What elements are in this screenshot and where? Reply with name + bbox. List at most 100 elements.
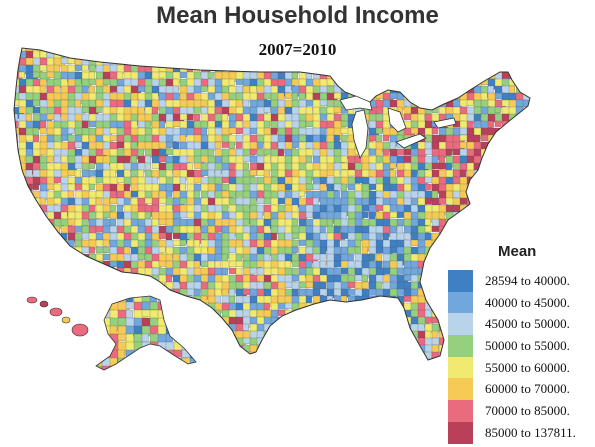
county-cell: [319, 183, 327, 191]
county-cell: [473, 57, 481, 68]
county-cell: [333, 344, 345, 355]
county-cell: [333, 169, 341, 179]
county-cell: [263, 71, 272, 81]
county-cell: [326, 50, 338, 58]
county-cell: [39, 148, 48, 156]
county-cell: [74, 50, 84, 58]
county-cell: [46, 323, 59, 333]
county-cell: [81, 309, 93, 320]
county-cell: [480, 239, 490, 252]
county-cell: [32, 337, 39, 346]
county-cell: [459, 141, 468, 149]
county-cell: [515, 218, 524, 231]
county-cell: [193, 246, 203, 254]
county-cell: [361, 330, 370, 339]
county-cell: [14, 330, 19, 343]
county-cell: [515, 169, 523, 179]
county-cell: [333, 246, 342, 254]
county-cell: [382, 351, 391, 359]
county-cell: [25, 197, 35, 207]
legend-swatch: [448, 270, 473, 292]
county-cell: [81, 183, 91, 191]
county-cell: [326, 351, 337, 360]
county-cell: [39, 239, 51, 252]
county-cell: [529, 225, 530, 235]
county-cell: [242, 162, 249, 170]
county-cell: [46, 127, 55, 135]
county-cell: [60, 358, 68, 360]
county-cell: [403, 155, 412, 163]
county-cell: [396, 85, 408, 93]
county-cell: [200, 120, 208, 129]
county-cell: [109, 274, 121, 285]
county-cell: [375, 309, 386, 320]
county-cell: [200, 358, 212, 360]
county-cell: [25, 218, 38, 230]
county-cell: [14, 302, 19, 311]
county-cell: [494, 162, 504, 173]
county-cell: [172, 120, 181, 128]
county-cell: [14, 155, 21, 168]
county-cell: [452, 218, 463, 229]
county-cell: [291, 351, 303, 359]
county-cell: [186, 155, 195, 163]
county-cell: [214, 50, 227, 58]
alaska-outline: [95, 295, 197, 371]
county-cell: [102, 50, 111, 60]
county-cell: [361, 85, 374, 94]
county-cell: [326, 330, 335, 338]
county-cell: [438, 225, 447, 237]
county-cell: [515, 113, 522, 126]
legend-label: 50000 to 55000.: [485, 337, 570, 353]
county-cell: [326, 85, 335, 94]
county-cell: [501, 48, 508, 51]
county-cell: [333, 57, 341, 66]
county-cell: [149, 357, 164, 368]
county-cell: [95, 288, 104, 299]
county-cell: [60, 330, 70, 338]
county-cell: [501, 169, 511, 181]
county-cell: [67, 358, 80, 360]
county-cell: [291, 281, 300, 290]
county-cell: [529, 148, 530, 157]
county-cell: [25, 211, 35, 219]
county-cell: [67, 134, 75, 143]
county-cell: [480, 246, 492, 253]
county-cell: [347, 267, 355, 275]
county-cell: [473, 176, 481, 189]
county-cell: [95, 113, 104, 122]
county-cell: [347, 64, 357, 77]
county-cell: [165, 357, 177, 367]
county-cell: [60, 274, 73, 286]
county-cell: [368, 85, 378, 93]
county-cell: [249, 267, 257, 275]
county-cell: [270, 351, 277, 359]
county-cell: [305, 50, 316, 62]
county-cell: [354, 316, 363, 328]
county-cell: [46, 288, 54, 296]
county-cell: [235, 57, 249, 64]
county-cell: [39, 225, 48, 237]
map-title: Mean Household Income: [156, 2, 439, 29]
county-cell: [200, 323, 213, 335]
county-cell: [207, 71, 215, 79]
county-cell: [88, 351, 99, 360]
county-cell: [508, 141, 518, 148]
county-cell: [494, 225, 507, 233]
county-cell: [39, 253, 49, 265]
county-cell: [263, 106, 271, 113]
county-cell: [60, 253, 71, 265]
county-cell: [396, 48, 405, 56]
county-cell: [95, 106, 103, 113]
county-cell: [487, 162, 497, 175]
county-cell: [123, 48, 136, 51]
county-cell: [18, 281, 29, 292]
county-cell: [319, 302, 330, 312]
county-cell: [487, 64, 498, 76]
county-cell: [431, 358, 442, 360]
county-cell: [137, 50, 150, 60]
county-cell: [14, 239, 20, 249]
county-cell: [249, 148, 257, 155]
county-cell: [46, 330, 59, 338]
county-cell: [305, 232, 314, 240]
